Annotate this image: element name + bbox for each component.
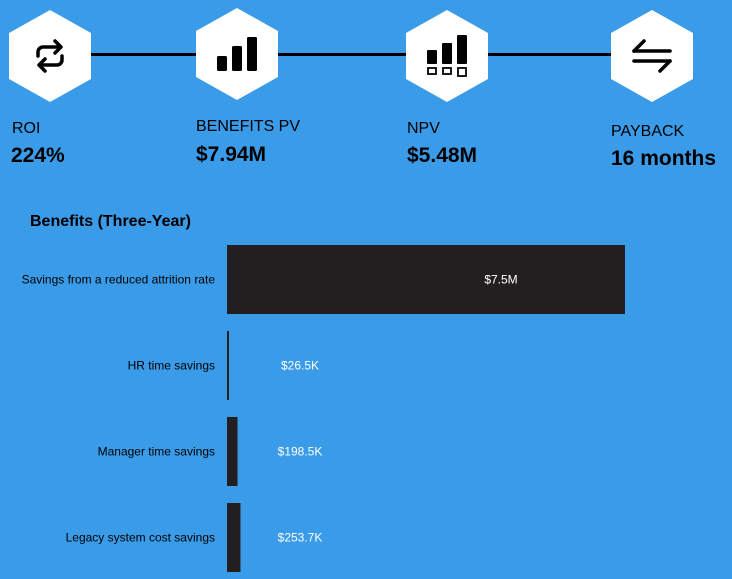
benefits-pv-label: BENEFITS PV (196, 118, 301, 135)
exchange-arrows-icon (632, 39, 672, 73)
npv-label: NPV (407, 120, 440, 137)
roi-label: ROI (12, 120, 41, 137)
benefits-pv-value: $7.94M (196, 143, 267, 166)
category-label: HR time savings (128, 359, 215, 373)
roi-value: 224% (11, 144, 65, 167)
benefits-pv-hex (196, 8, 278, 100)
value-label: $26.5K (281, 359, 319, 373)
roi-hex (9, 10, 91, 102)
category-label: Manager time savings (98, 445, 215, 459)
payback-label: PAYBACK (611, 123, 685, 140)
refresh-cycle-icon (36, 39, 64, 73)
connector-line (480, 53, 640, 56)
category-label: Legacy system cost savings (66, 531, 215, 545)
bar-chart-icon (217, 37, 257, 71)
bar (227, 417, 238, 486)
npv-value: $5.48M (407, 144, 478, 167)
bar (227, 503, 241, 572)
bar-chart-boxes-icon (427, 35, 467, 77)
connector-line (80, 53, 220, 56)
npv-hex (406, 10, 488, 102)
value-label: $7.5M (484, 273, 517, 287)
value-label: $253.7K (278, 531, 323, 545)
benefits-bar-chart: Savings from a reduced attrition rate $7.… (22, 245, 625, 572)
bar (227, 331, 229, 400)
chart-title: Benefits (Three-Year) (30, 213, 191, 230)
payback-hex (611, 10, 693, 102)
bar (227, 245, 625, 314)
payback-value: 16 months (611, 147, 717, 170)
connector-line (270, 53, 420, 56)
value-label: $198.5K (278, 445, 323, 459)
category-label: Savings from a reduced attrition rate (22, 273, 216, 287)
